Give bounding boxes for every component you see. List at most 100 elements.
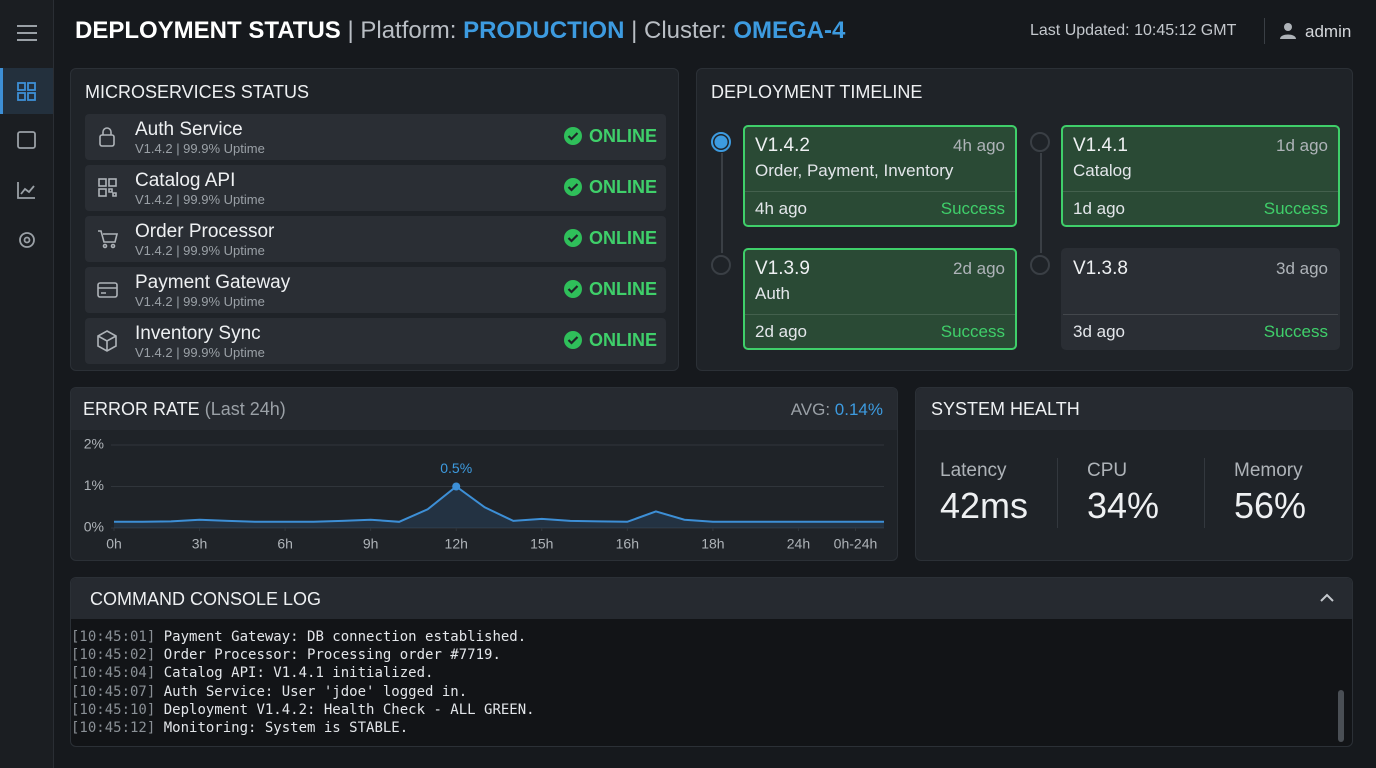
settings-icon[interactable]	[19, 232, 35, 248]
status-icon	[564, 178, 582, 196]
service-row: Auth Service V1.4.2 | 99.9% Uptime ONLINE	[85, 114, 666, 160]
timeline-radio[interactable]	[711, 132, 731, 152]
log-time: [10:45:10]	[71, 701, 156, 718]
timeline-radio[interactable]	[711, 255, 731, 275]
card-age: 3d ago	[1276, 259, 1328, 278]
status-icon	[564, 229, 582, 247]
cluster-label: | Cluster:	[631, 17, 727, 44]
log-line: [10:45:02] Order Processor: Processing o…	[71, 646, 535, 664]
service-name: Order Processor	[135, 221, 275, 242]
card-time: 1d ago	[1073, 199, 1125, 218]
panel-title: MICROSERVICES STATUS	[85, 82, 310, 102]
log-text: Monitoring: System is STABLE.	[163, 720, 409, 737]
card-divider	[745, 314, 1015, 315]
log-time: [10:45:01]	[71, 629, 156, 645]
service-status: ONLINE	[589, 228, 658, 248]
dashboard-icon[interactable]	[17, 82, 36, 101]
panel-title: SYSTEM HEALTH	[931, 399, 1080, 419]
x-tick-label: 18h	[701, 536, 724, 552]
panel-title: DEPLOYMENT TIMELINE	[711, 82, 923, 102]
service-icon	[97, 282, 118, 298]
x-tick-label: 0h	[106, 536, 122, 552]
x-tick-label: 24h	[787, 536, 810, 552]
log-text: Order Processor: Processing order #7719.	[163, 647, 501, 664]
title: DEPLOYMENT STATUS	[75, 17, 341, 44]
card-status: Success	[940, 322, 1005, 341]
service-row: Payment Gateway V1.4.2 | 99.9% Uptime ONLI…	[85, 267, 666, 313]
console-panel: COMMAND CONSOLE LOG [10:45:01] Payment G…	[70, 577, 1353, 747]
service-row: Order Processor V1.4.2 | 99.9% Uptime ONLI…	[85, 216, 666, 262]
card-version: V1.3.8	[1073, 258, 1128, 279]
chart-subtitle: (Last 24h)	[204, 399, 286, 419]
avg-value: 0.14%	[834, 400, 883, 419]
error-rate-panel: ERROR RATE (Last 24h) AVG: 0.14% 0% 1% 2% 0…	[70, 387, 898, 561]
metrics-icon[interactable]	[17, 182, 35, 199]
card-status: Success	[1263, 322, 1328, 341]
service-name: Auth Service	[135, 119, 243, 140]
log-text: Payment Gateway: DB connection establish…	[163, 629, 527, 645]
x-tick-label: 3h	[192, 536, 208, 552]
avg: AVG: 0.14%	[791, 400, 883, 420]
avg-label: AVG:	[790, 400, 831, 419]
x-tick-label: 9h	[363, 536, 379, 552]
service-icon	[99, 127, 115, 147]
deploy-icon[interactable]	[17, 131, 36, 149]
timeline-line	[721, 153, 723, 253]
service-meta: V1.4.2 | 99.9% Uptime	[135, 141, 265, 156]
x-tick-label: 6h	[277, 536, 293, 552]
deployment-card: V1.4.2 4h ago Order, Payment, Inventory 4h …	[743, 125, 1017, 227]
x-tick-label: 0h-24h	[834, 536, 878, 552]
deployment-card: V1.4.1 1d ago Catalog 1d ago Success	[1061, 125, 1340, 227]
chart-title: ERROR RATE	[83, 399, 200, 419]
service-status: ONLINE	[589, 330, 658, 350]
log-time: [10:45:02]	[71, 647, 156, 664]
error-chart: 0% 1% 2% 0h 3h 6h 9h 12h 15h 16h 18h 24h 0h-24h 0.5%	[84, 436, 884, 552]
user[interactable]: admin	[1305, 22, 1352, 41]
log-line: [10:45:07] Auth Service: User 'jdoe' log…	[71, 683, 535, 701]
panel-header	[71, 388, 897, 430]
log-time: [10:45:04]	[71, 665, 156, 682]
timeline-line	[1040, 153, 1042, 253]
service-meta: V1.4.2 | 99.9% Uptime	[135, 294, 265, 309]
header-title-row: DEPLOYMENT STATUS | Platform: PRODUCTION…	[75, 17, 845, 45]
service-name: Payment Gateway	[135, 272, 291, 293]
card-time: 2d ago	[755, 322, 807, 341]
card-time: 3d ago	[1073, 322, 1125, 341]
service-name: Inventory Sync	[135, 323, 261, 344]
service-meta: V1.4.2 | 99.9% Uptime	[135, 345, 265, 360]
metric-value: 42ms	[940, 485, 1029, 526]
collapse-button[interactable]	[1319, 591, 1335, 605]
error-line	[114, 485, 884, 523]
sidebar-icons	[0, 25, 53, 248]
log-line: [10:45:10] Deployment V1.4.2: Health Che…	[71, 701, 535, 719]
card-version: V1.4.1	[1073, 135, 1128, 156]
menu-icon[interactable]	[17, 25, 37, 41]
metric-divider	[1057, 458, 1058, 528]
card-services: Order, Payment, Inventory	[755, 161, 954, 180]
chart-heading: ERROR RATE (Last 24h)	[83, 399, 286, 420]
peak-point	[452, 482, 461, 491]
log-text: Catalog API: V1.4.1 initialized.	[163, 665, 434, 682]
log-text: Deployment V1.4.2: Health Check - ALL GR…	[163, 701, 535, 718]
service-name: Catalog API	[135, 170, 236, 191]
service-icon	[98, 178, 117, 197]
service-icon	[98, 230, 119, 249]
card-divider	[1063, 314, 1338, 315]
log-line: [10:45:01] Payment Gateway: DB connectio…	[71, 628, 535, 646]
log-line: [10:45:12] Monitoring: System is STABLE.	[71, 719, 535, 737]
status-icon	[564, 331, 582, 349]
card-version: V1.3.9	[755, 258, 810, 279]
metric-label: CPU	[1087, 460, 1128, 481]
scrollbar[interactable]	[1338, 690, 1344, 742]
microservices-panel: MICROSERVICES STATUS Auth Service V1.4.2 …	[70, 68, 679, 371]
service-status: ONLINE	[589, 126, 658, 146]
timeline-radio[interactable]	[1030, 132, 1050, 152]
user-icon[interactable]	[1279, 22, 1297, 40]
service-status: ONLINE	[589, 279, 658, 299]
console-log: [10:45:01] Payment Gateway: DB connectio…	[71, 628, 535, 737]
error-area	[114, 486, 884, 528]
timeline-radio[interactable]	[1030, 255, 1050, 275]
panel-header	[916, 388, 1352, 430]
divider	[1264, 18, 1265, 44]
